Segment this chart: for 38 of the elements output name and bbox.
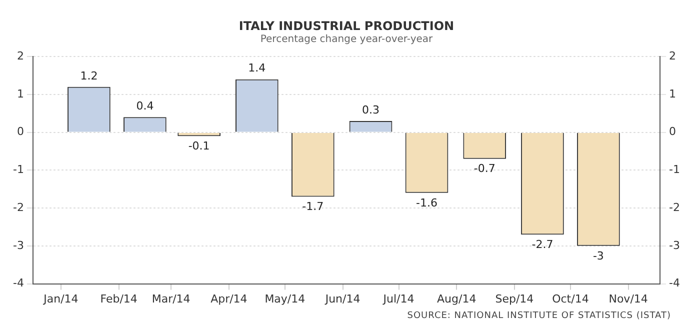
x-tick-label: Mar/14 xyxy=(152,292,190,306)
data-label: -1.6 xyxy=(416,196,438,210)
data-label: -0.7 xyxy=(474,162,496,176)
y2-tick-label: -4 xyxy=(669,276,680,290)
x-tick-label: Feb/14 xyxy=(100,292,138,306)
y-tick-label: 2 xyxy=(16,49,24,62)
data-label: 0.3 xyxy=(362,103,380,116)
source-note: SOURCE: NATIONAL INSTITUTE OF STATISTICS (ISTAT) xyxy=(406,311,672,321)
data-label: -3 xyxy=(592,249,604,262)
x-tick-label: Apr/14 xyxy=(210,292,248,306)
y2-tick-label: 0 xyxy=(669,125,676,138)
y-tick-label: -3 xyxy=(13,238,24,252)
data-label: 1.4 xyxy=(248,62,266,75)
y-tick-label: -2 xyxy=(13,200,24,214)
y2-tick-label: 1 xyxy=(669,87,676,100)
y-tick-label: -1 xyxy=(13,163,24,176)
data-label: 0.4 xyxy=(136,100,154,113)
x-tick-label: Jul/14 xyxy=(382,292,414,306)
y-tick-label: 0 xyxy=(16,125,24,138)
data-label: -0.1 xyxy=(188,139,210,152)
data-label: -1.7 xyxy=(302,200,324,214)
x-tick-label: Jun/14 xyxy=(324,292,360,306)
y2-tick-label: -1 xyxy=(669,163,680,176)
y2-tick-label: -2 xyxy=(669,200,680,214)
data-label: -2.7 xyxy=(532,238,554,251)
x-tick-label: Sep/14 xyxy=(495,292,534,306)
chart-title: ITALY INDUSTRIAL PRODUCTION xyxy=(238,19,456,34)
x-tick-label: Aug/14 xyxy=(437,292,476,306)
data-label: 1.2 xyxy=(80,69,98,82)
x-tick-label: Oct/14 xyxy=(552,292,589,306)
y2-tick-label: -3 xyxy=(669,238,680,252)
y-tick-label: 1 xyxy=(16,87,24,100)
x-tick-label: May/14 xyxy=(264,292,306,306)
y-tick-label: -4 xyxy=(13,276,24,290)
y2-tick-label: 2 xyxy=(669,49,676,62)
x-tick-label: Nov/14 xyxy=(608,292,648,306)
x-tick-label: Jan/14 xyxy=(42,292,78,306)
chart-subtitle: Percentage change year-over-year xyxy=(259,34,434,47)
